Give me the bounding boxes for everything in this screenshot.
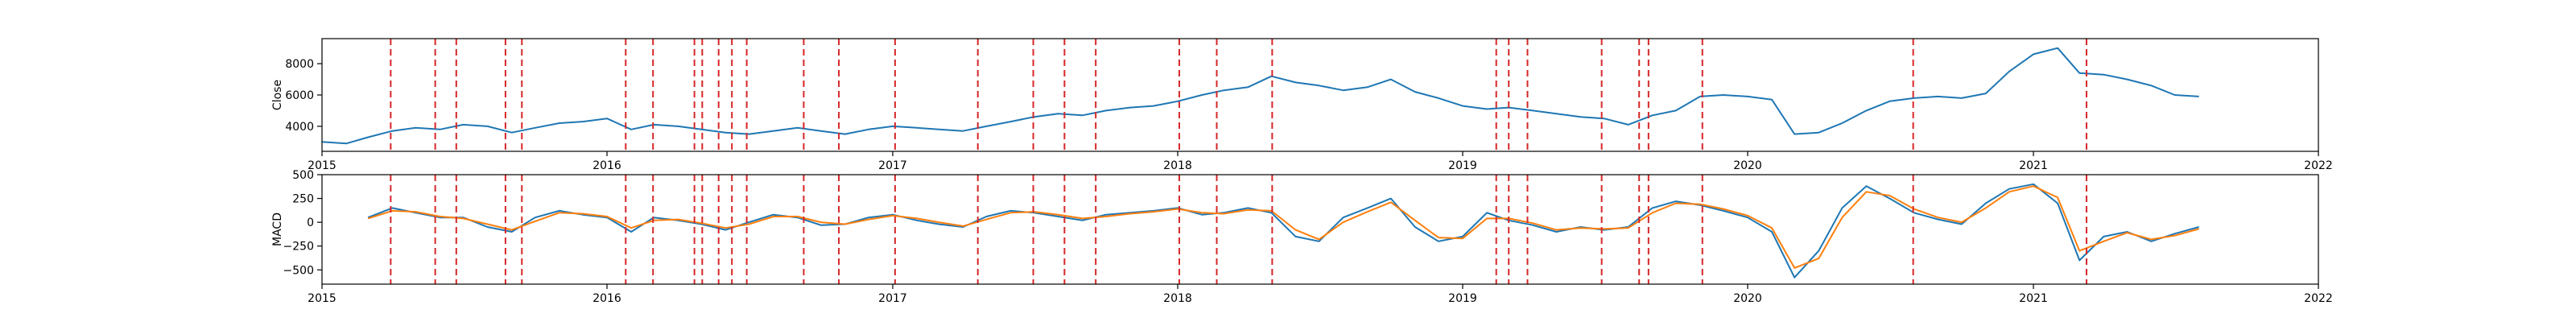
series-line-2 — [367, 185, 2199, 269]
y-axis-label: Close — [271, 80, 284, 110]
y-tick-label: 0 — [307, 217, 314, 229]
x-tick-label: 2021 — [2019, 159, 2048, 172]
x-tick-label: 2015 — [308, 159, 336, 172]
y-tick-label: 4000 — [285, 121, 314, 134]
x-tick-label: 2018 — [1163, 159, 1192, 172]
series-line-1 — [367, 183, 2199, 279]
x-tick-label: 2022 — [2304, 159, 2333, 172]
series-line-1 — [321, 47, 2199, 145]
y-axis-label: MACD — [271, 213, 284, 246]
x-tick-label: 2015 — [308, 292, 336, 305]
x-tick-label: 2017 — [878, 292, 907, 305]
y-tick-label: −500 — [283, 264, 314, 277]
y-tick-label: 500 — [292, 169, 314, 182]
close-price-panel: 2015 2016 2017 2018 2019 2020 2021 2022 4000 6000… — [271, 38, 2333, 172]
x-tick-label: 2022 — [2304, 292, 2333, 305]
y-tick-label: 6000 — [285, 89, 314, 102]
x-tick-label: 2021 — [2019, 292, 2048, 305]
axes-frame — [321, 38, 2319, 152]
x-tick-label: 2019 — [1448, 292, 1477, 305]
x-tick-label: 2016 — [592, 159, 621, 172]
x-tick-label: 2018 — [1163, 292, 1192, 305]
y-tick-label: 8000 — [285, 58, 314, 71]
axes-frame — [321, 174, 2319, 285]
x-tick-label: 2020 — [1733, 159, 1762, 172]
x-tick-label: 2019 — [1448, 159, 1477, 172]
x-tick-label: 2020 — [1733, 292, 1762, 305]
y-tick-label: −250 — [283, 241, 314, 254]
macd-panel: 2015 2016 2017 2018 2019 2020 2021 2022 −500 −250… — [271, 169, 2333, 305]
x-tick-label: 2017 — [878, 159, 907, 172]
y-tick-label: 250 — [292, 193, 314, 206]
x-tick-label: 2016 — [592, 292, 621, 305]
